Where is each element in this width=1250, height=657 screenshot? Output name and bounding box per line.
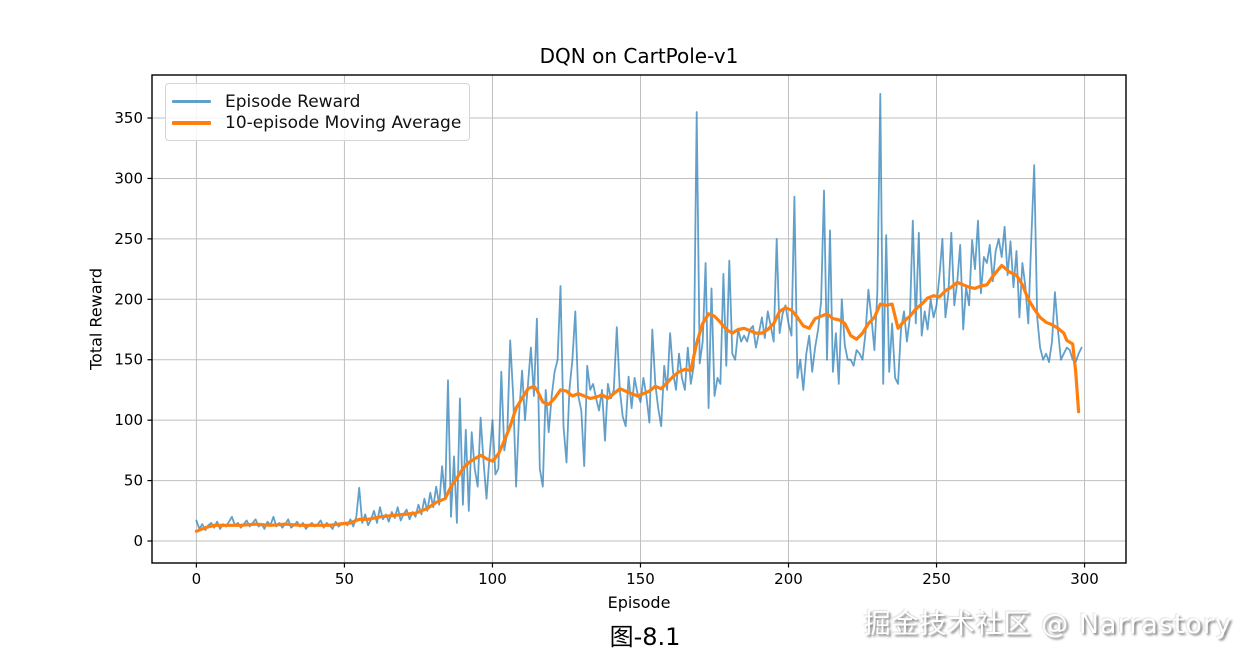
y-tick-label: 200 bbox=[114, 290, 143, 308]
y-tick-label: 150 bbox=[114, 351, 143, 369]
chart-title: DQN on CartPole-v1 bbox=[539, 44, 739, 68]
y-tick-label: 100 bbox=[114, 411, 143, 429]
axes-spines bbox=[151, 74, 1127, 564]
y-tick-label: 50 bbox=[124, 472, 143, 490]
x-tick-label: 300 bbox=[1070, 570, 1099, 588]
episode-reward-line-swatch bbox=[172, 100, 211, 104]
x-tick-label: 150 bbox=[626, 570, 655, 588]
x-tick-label: 100 bbox=[478, 570, 507, 588]
legend-entry-moving-average: 10-episode Moving Average bbox=[172, 113, 462, 135]
y-tick-label: 250 bbox=[114, 230, 143, 248]
legend-label-moving-average: 10-episode Moving Average bbox=[225, 113, 462, 134]
plot-area bbox=[152, 75, 1126, 563]
watermark-text: 掘金技术社区 @ Narrastory bbox=[863, 609, 1232, 640]
y-tick-label: 350 bbox=[114, 109, 143, 127]
moving-average-line bbox=[194, 263, 1081, 533]
chart-legend: Episode Reward 10-episode Moving Average bbox=[165, 83, 470, 141]
legend-label-episode-reward: Episode Reward bbox=[225, 91, 361, 112]
x-axis-label: Episode bbox=[607, 593, 671, 612]
x-tick-label: 50 bbox=[335, 570, 354, 588]
x-tick-label: 0 bbox=[192, 570, 202, 588]
x-tick-label: 250 bbox=[922, 570, 951, 588]
y-tick-label: 0 bbox=[133, 532, 143, 550]
figure-caption: 图-8.1 bbox=[609, 623, 681, 651]
moving-average-line-swatch bbox=[172, 121, 211, 126]
y-tick-label: 300 bbox=[114, 169, 143, 187]
x-tick-label: 200 bbox=[774, 570, 803, 588]
legend-entry-episode-reward: Episode Reward bbox=[172, 91, 459, 113]
